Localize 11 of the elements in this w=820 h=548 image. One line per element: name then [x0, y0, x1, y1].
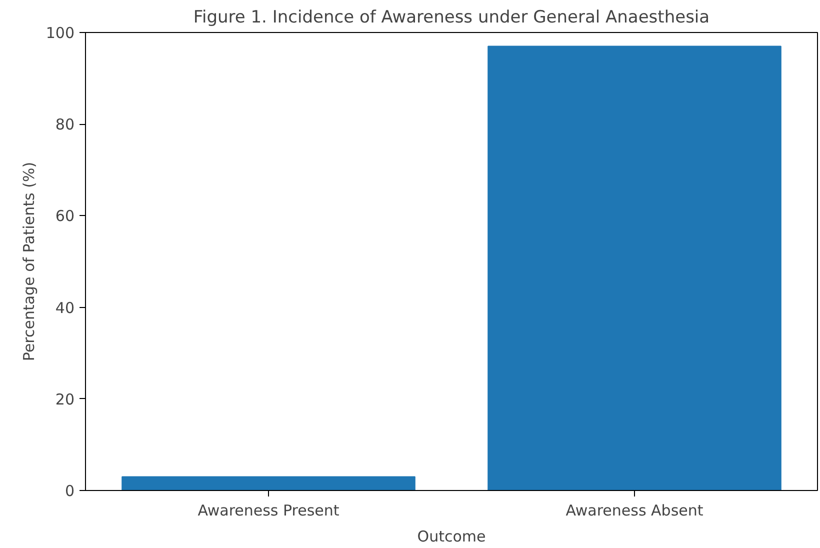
x-tick-label: Awareness Absent: [566, 502, 704, 520]
x-axis-title: Outcome: [417, 528, 486, 546]
y-tick-label: 80: [55, 116, 75, 134]
y-tick-label: 20: [55, 390, 75, 408]
y-tick-label: 60: [55, 207, 75, 226]
x-tick-label: Awareness Present: [198, 502, 340, 520]
y-tick-label: 40: [55, 298, 75, 317]
y-axis-title: Percentage of Patients (%): [20, 162, 38, 362]
chart-title: Figure 1. Incidence of Awareness under General Anaesthesia: [193, 8, 710, 28]
y-tick-label: 100: [46, 24, 75, 42]
y-tick-label: 0: [64, 482, 75, 500]
